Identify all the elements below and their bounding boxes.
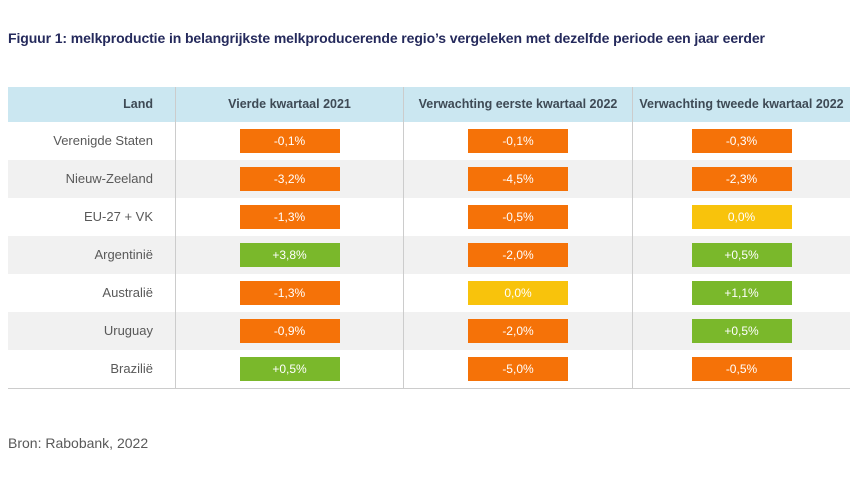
value-badge: -1,3%	[239, 280, 340, 305]
table-row-nieuw-zeeland: Nieuw-Zeeland -3,2% -4,5% -2,3%	[8, 159, 850, 198]
value-cell: -5,0%	[403, 349, 632, 388]
milk-production-table: Land Vierde kwartaal 2021 Verwachting ee…	[8, 86, 850, 389]
value-cell: -3,2%	[175, 159, 403, 198]
source-note: Bron: Rabobank, 2022	[8, 434, 149, 451]
column-header-q4-2021: Vierde kwartaal 2021	[175, 86, 403, 122]
value-badge: -0,9%	[239, 318, 340, 343]
value-badge: -0,5%	[468, 204, 568, 229]
column-header-q1-2022: Verwachting eerste kwartaal 2022	[403, 86, 632, 122]
table-row-eu27-vk: EU-27 + VK -1,3% -0,5% 0,0%	[8, 197, 850, 236]
country-label: Argentinië	[94, 247, 153, 263]
value-cell: +0,5%	[175, 349, 403, 388]
value-badge: -3,2%	[239, 166, 340, 191]
value-cell: +0,5%	[632, 235, 850, 274]
value-badge: 0,0%	[468, 280, 568, 305]
country-label: EU-27 + VK	[83, 209, 153, 225]
value-cell: -0,5%	[632, 349, 850, 388]
value-cell: -1,3%	[175, 197, 403, 236]
value-cell: -4,5%	[403, 159, 632, 198]
figure-title: Figuur 1: melkproductie in belangrijkste…	[8, 30, 765, 46]
country-label: Australië	[102, 285, 153, 301]
table-row-uruguay: Uruguay -0,9% -2,0% +0,5%	[8, 311, 850, 350]
country-label: Verenigde Staten	[53, 133, 153, 149]
figure-page: Figuur 1: melkproductie in belangrijkste…	[0, 30, 858, 490]
value-badge: +3,8%	[239, 242, 340, 267]
value-badge: -0,5%	[691, 356, 792, 381]
value-badge: +0,5%	[691, 318, 792, 343]
value-badge: -2,0%	[468, 318, 568, 343]
value-cell: 0,0%	[632, 197, 850, 236]
value-badge: -2,0%	[468, 242, 568, 267]
value-cell: -0,9%	[175, 311, 403, 350]
table-row-australie: Australië -1,3% 0,0% +1,1%	[8, 273, 850, 312]
value-badge: -0,3%	[691, 128, 792, 153]
value-badge: -2,3%	[691, 166, 792, 191]
table-row-brazilie: Brazilië +0,5% -5,0% -0,5%	[8, 349, 850, 388]
value-badge: +1,1%	[691, 280, 792, 305]
table-row-verenigde-staten: Verenigde Staten -0,1% -0,1% -0,3%	[8, 121, 850, 160]
value-cell: -2,0%	[403, 311, 632, 350]
value-badge: -1,3%	[239, 204, 340, 229]
table-row-argentinie: Argentinië +3,8% -2,0% +0,5%	[8, 235, 850, 274]
value-badge: -0,1%	[468, 128, 568, 153]
column-header-q2-2022: Verwachting tweede kwartaal 2022	[632, 86, 850, 122]
value-cell: -0,1%	[175, 121, 403, 160]
country-label: Brazilië	[110, 361, 153, 377]
column-header-land: Land	[123, 97, 153, 112]
value-cell: +1,1%	[632, 273, 850, 312]
value-badge: -4,5%	[468, 166, 568, 191]
value-badge: -0,1%	[239, 128, 340, 153]
value-cell: -0,5%	[403, 197, 632, 236]
value-badge: 0,0%	[691, 204, 792, 229]
value-cell: +3,8%	[175, 235, 403, 274]
value-cell: -2,0%	[403, 235, 632, 274]
value-cell: -0,3%	[632, 121, 850, 160]
value-badge: +0,5%	[239, 356, 340, 381]
table-header-row: Land Vierde kwartaal 2021 Verwachting ee…	[8, 86, 850, 122]
value-cell: 0,0%	[403, 273, 632, 312]
country-label: Nieuw-Zeeland	[65, 171, 153, 187]
value-cell: -1,3%	[175, 273, 403, 312]
value-cell: -0,1%	[403, 121, 632, 160]
value-cell: +0,5%	[632, 311, 850, 350]
value-badge: +0,5%	[691, 242, 792, 267]
value-badge: -5,0%	[468, 356, 568, 381]
country-label: Uruguay	[103, 323, 153, 339]
value-cell: -2,3%	[632, 159, 850, 198]
